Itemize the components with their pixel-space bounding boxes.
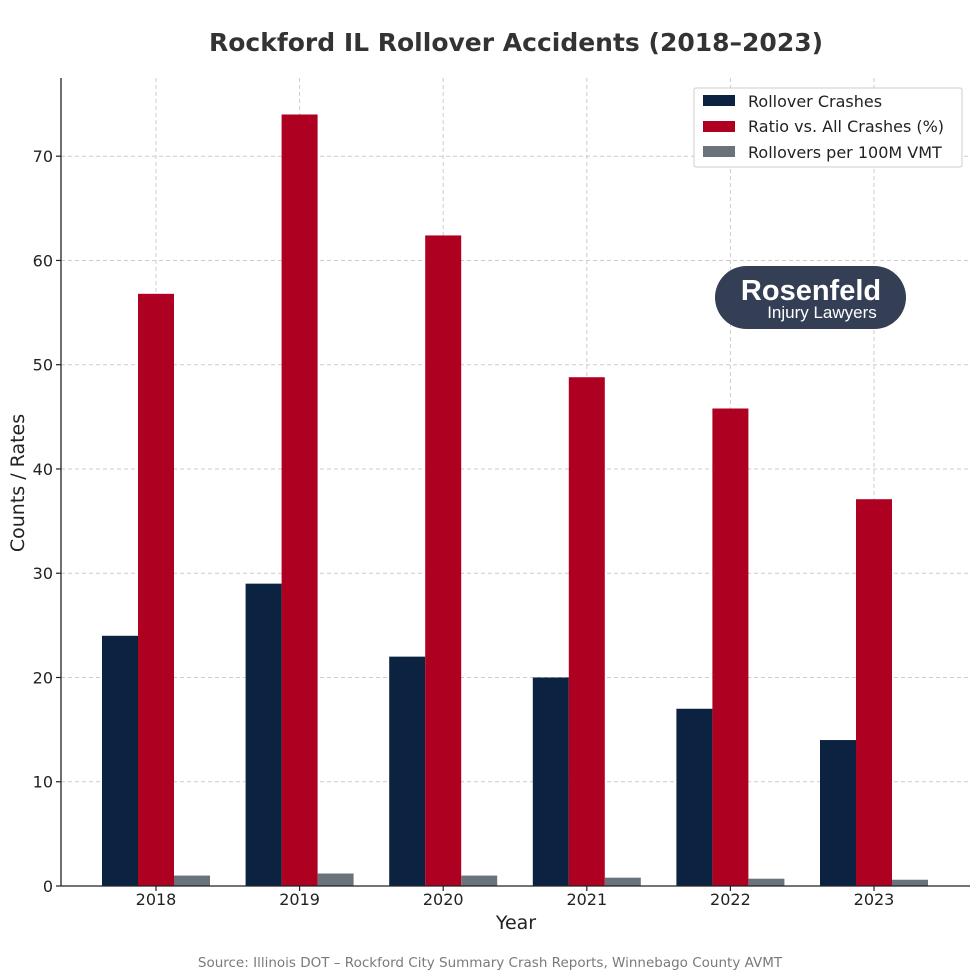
bar-ratio-vs-all-crashes-2023 (856, 499, 892, 886)
x-tick-label: 2021 (566, 890, 607, 909)
legend-swatch-rollover-crashes (703, 95, 735, 106)
x-tick-label: 2018 (136, 890, 177, 909)
y-tick-label: 20 (33, 668, 53, 687)
y-axis-label: Counts / Rates (7, 414, 29, 552)
legend: Rollover Crashes Ratio vs. All Crashes (… (693, 87, 963, 168)
bar-rollover-crashes-2023 (820, 740, 856, 886)
bar-rollover-crashes-2022 (676, 708, 713, 886)
x-tick-label: 2019 (279, 890, 320, 909)
bar-rollovers-per-100m-vmt-2021 (604, 877, 641, 886)
bar-ratio-vs-all-crashes-2021 (568, 377, 605, 886)
source-note: Source: Illinois DOT – Rockford City Sum… (198, 955, 783, 971)
legend-label-ratio: Ratio vs. All Crashes (%) (748, 117, 944, 136)
bar-ratio-vs-all-crashes-2018 (138, 293, 174, 886)
bar-ratio-vs-all-crashes-2020 (425, 235, 462, 886)
rosenfeld-logo: Rosenfeld Injury Lawyers (715, 266, 906, 329)
bar-rollover-crashes-2021 (532, 677, 569, 886)
bars (102, 114, 928, 886)
legend-label-rollover-crashes: Rollover Crashes (748, 92, 882, 111)
x-tick-label: 2022 (710, 890, 751, 909)
legend-swatch-ratio (703, 121, 735, 132)
bar-rollovers-per-100m-vmt-2023 (892, 879, 928, 886)
logo-subtitle: Injury Lawyers (767, 303, 877, 322)
legend-label-vmt: Rollovers per 100M VMT (748, 143, 942, 162)
chart-title: Rockford IL Rollover Accidents (2018–202… (209, 28, 823, 57)
axes (60, 78, 970, 887)
x-tick-label: 2020 (423, 890, 464, 909)
y-tick-label: 50 (33, 356, 53, 375)
bar-ratio-vs-all-crashes-2019 (281, 114, 318, 886)
bar-rollovers-per-100m-vmt-2022 (748, 878, 785, 886)
y-tick-label: 60 (33, 251, 53, 270)
y-tick-label: 30 (33, 564, 53, 583)
y-tick-label: 10 (33, 773, 53, 792)
ticks: 0 10 20 30 40 50 60 70 2018 2019 2020 2021 2022 2023 (33, 147, 895, 909)
bar-rollovers-per-100m-vmt-2020 (461, 875, 498, 886)
logo-name: Rosenfeld (741, 275, 881, 307)
x-axis-label: Year (495, 912, 536, 934)
bar-rollover-crashes-2019 (245, 583, 282, 886)
logo-badge (715, 266, 906, 329)
bar-rollover-crashes-2018 (102, 635, 138, 886)
bar-rollovers-per-100m-vmt-2018 (174, 875, 210, 886)
bar-rollovers-per-100m-vmt-2019 (317, 873, 354, 886)
legend-box (693, 87, 963, 168)
bar-rollover-crashes-2020 (389, 656, 426, 886)
y-tick-label: 40 (33, 460, 53, 479)
x-tick-label: 2023 (854, 890, 895, 909)
legend-swatch-vmt (703, 146, 735, 157)
y-tick-label: 0 (43, 877, 53, 896)
bar-ratio-vs-all-crashes-2022 (712, 408, 749, 886)
y-tick-label: 70 (33, 147, 53, 166)
